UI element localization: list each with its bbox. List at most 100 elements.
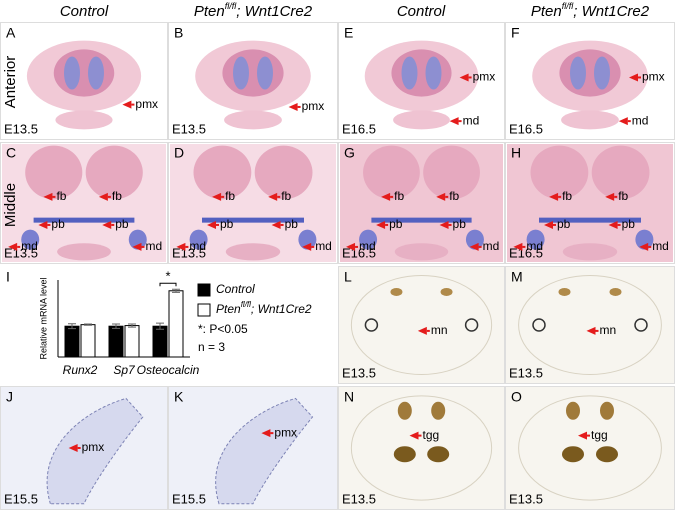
stage-label: E13.5 — [509, 365, 543, 380]
x-tick-label: Osteocalcin — [137, 363, 200, 377]
error-bar — [128, 323, 136, 328]
annotation: pb — [51, 217, 65, 231]
annotation: md — [145, 239, 162, 253]
panel: M E13.5 mn — [505, 266, 675, 384]
tissue — [57, 243, 111, 261]
arrow — [261, 429, 271, 438]
column-header: Ptenfl/fl; Wnt1Cre2 — [194, 1, 313, 20]
tissue — [371, 217, 472, 223]
tissue — [506, 387, 674, 509]
arrow — [417, 326, 427, 335]
tissue — [128, 229, 147, 250]
tissue — [423, 145, 480, 200]
legend-superscript: fl/fl — [241, 300, 251, 309]
bar — [108, 325, 124, 358]
panel: F E16.5 pmx md — [505, 22, 675, 140]
bar — [152, 325, 168, 358]
arrow — [629, 73, 638, 82]
y-axis-label: Relative mRNA level — [38, 277, 48, 359]
tissue — [350, 395, 493, 501]
panel-letter: J — [6, 389, 13, 405]
x-tick-label: Sp7 — [113, 363, 136, 377]
note: *: P<0.05 — [198, 322, 248, 336]
stage-label: E16.5 — [509, 245, 543, 260]
bar — [124, 325, 140, 358]
tissue — [562, 243, 618, 261]
panel: O E13.5 tgg — [505, 386, 675, 510]
arrow — [544, 220, 553, 229]
tissue — [559, 49, 621, 97]
tissue — [88, 56, 104, 90]
stage-label: E16.5 — [342, 245, 376, 260]
significance-mark: * — [165, 269, 170, 284]
tissue — [518, 274, 662, 376]
error-bar — [84, 323, 92, 326]
superscript: fl/fl — [225, 1, 238, 11]
arrow — [302, 242, 312, 251]
tissue — [561, 110, 619, 130]
tissue — [393, 110, 450, 130]
tissue — [526, 229, 545, 250]
annotation: mn — [600, 323, 617, 337]
bar — [64, 325, 80, 358]
tissue — [600, 401, 614, 420]
chart: I Relative mRNA level Runx2 Sp7 Osteocalcin *… — [6, 269, 312, 377]
arrow — [271, 220, 281, 229]
error-bar — [68, 323, 76, 330]
tissue — [539, 217, 641, 223]
tissue — [635, 229, 654, 250]
arrow — [376, 220, 386, 229]
arrow — [68, 444, 78, 452]
tissue — [506, 267, 674, 383]
tissue — [401, 56, 418, 90]
tissue — [257, 56, 273, 90]
arrow — [122, 100, 132, 109]
tissue — [566, 401, 580, 420]
panel-letter: I — [6, 269, 10, 285]
annotation: tgg — [423, 428, 440, 442]
panel: J E15.5 pmx — [0, 386, 168, 510]
tissue — [222, 49, 284, 97]
arrow — [459, 73, 469, 82]
tissue — [465, 229, 484, 250]
arrow — [449, 117, 459, 126]
tissue — [363, 145, 420, 200]
annotation: pmx — [82, 440, 105, 454]
tissue — [55, 110, 113, 130]
annotation: fb — [225, 189, 235, 203]
tissue — [518, 395, 662, 501]
annotation: mn — [431, 323, 448, 337]
bar — [168, 290, 184, 358]
stage-label: E15.5 — [172, 491, 206, 506]
note: n = 3 — [198, 340, 225, 354]
tissue — [391, 49, 452, 97]
arrow — [346, 242, 356, 251]
annotation: fb — [394, 189, 404, 203]
annotation: fb — [618, 189, 628, 203]
column-header: Ptenfl/fl; Wnt1Cre2 — [531, 1, 650, 20]
tissue — [562, 446, 584, 463]
legend-swatch — [197, 303, 211, 317]
annotation: tgg — [591, 428, 608, 442]
arrow — [176, 242, 186, 251]
annotation: md — [21, 239, 38, 253]
tissue — [570, 56, 586, 90]
tissue — [364, 318, 379, 332]
panel-letter: L — [344, 269, 352, 285]
panel-letter: F — [511, 25, 520, 41]
annotation: md — [526, 239, 543, 253]
error-bar — [172, 288, 180, 293]
arrow — [578, 431, 587, 440]
tissue — [596, 446, 618, 463]
arrow — [38, 220, 48, 229]
annotation: pmx — [302, 99, 325, 113]
annotation: pmx — [642, 70, 665, 84]
tissue — [350, 274, 493, 376]
tissue — [202, 217, 304, 223]
stage-label: E13.5 — [342, 365, 376, 380]
tissue — [397, 401, 412, 420]
annotation: pb — [453, 217, 467, 231]
stage-label: E13.5 — [342, 491, 376, 506]
